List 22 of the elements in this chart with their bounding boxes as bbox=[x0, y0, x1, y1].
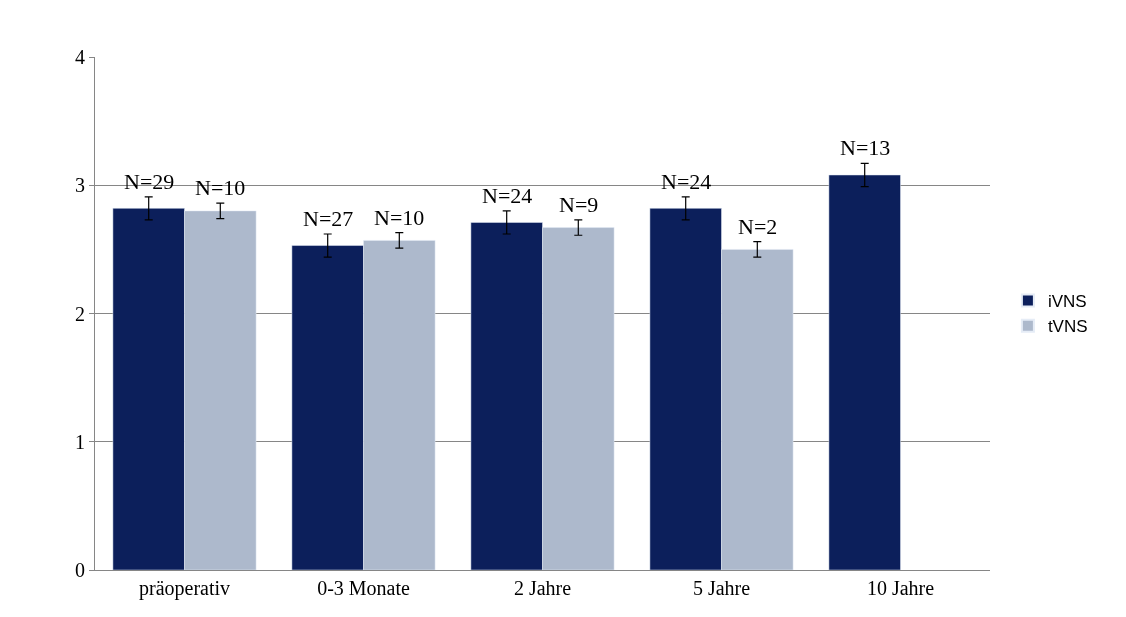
annotation: N=10 bbox=[374, 205, 425, 230]
annotation: N=24 bbox=[661, 169, 712, 194]
annotation: N=27 bbox=[303, 206, 354, 231]
bar bbox=[828, 174, 901, 570]
y-tick-label: 0 bbox=[75, 559, 85, 581]
y-tick-label: 3 bbox=[75, 174, 85, 197]
annotation: N=24 bbox=[482, 183, 533, 208]
legend-label: tVNS bbox=[1047, 317, 1088, 337]
annotation: N=9 bbox=[559, 192, 599, 217]
y-tick-label: 1 bbox=[75, 430, 85, 453]
annotation: N=13 bbox=[840, 135, 891, 160]
annotation: N=2 bbox=[738, 214, 778, 239]
x-tick-label: 2 Jahre bbox=[513, 577, 572, 599]
x-tick-label: 10 Jahre bbox=[866, 577, 935, 599]
annotation: N=10 bbox=[195, 175, 246, 200]
y-tick-label: 4 bbox=[75, 46, 85, 68]
annotation: N=29 bbox=[124, 169, 175, 194]
y-tick-label: 2 bbox=[75, 302, 85, 325]
legend-label: iVNS bbox=[1047, 292, 1087, 312]
x-tick-label: 5 Jahre bbox=[692, 577, 751, 599]
x-tick-label: 0-3 Monate bbox=[317, 577, 410, 599]
x-tick-label: präoperativ bbox=[138, 577, 231, 600]
